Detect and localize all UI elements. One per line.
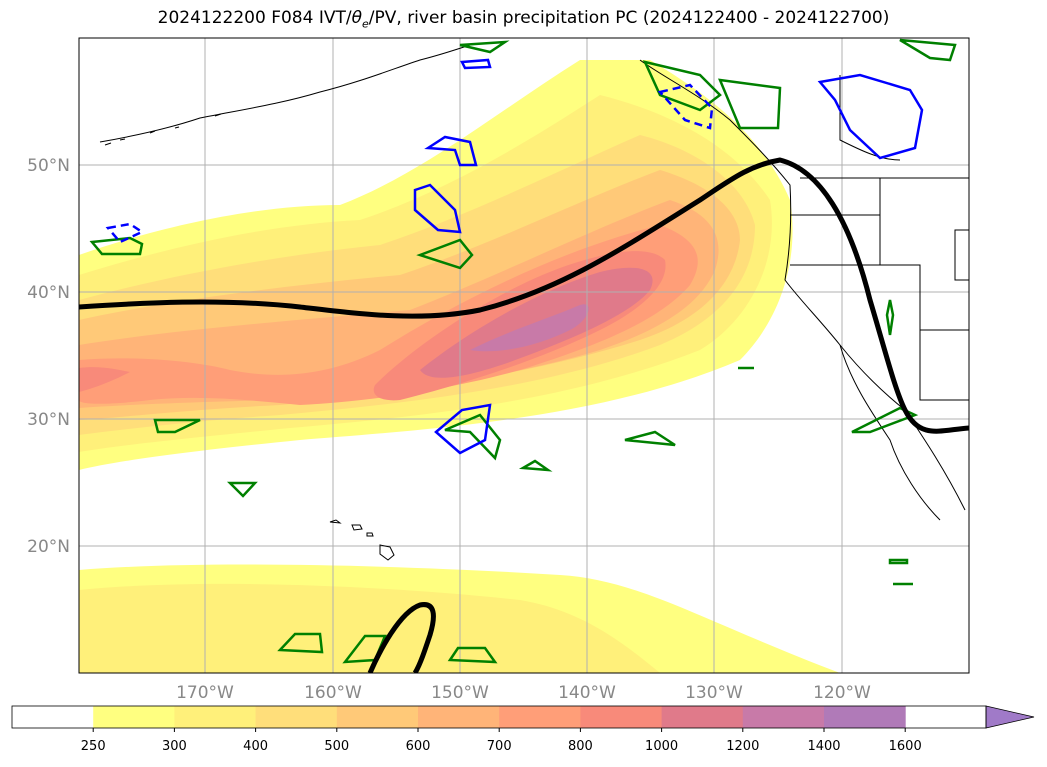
colorbar-tick-label: 500 <box>324 739 349 754</box>
lat-label-50n: 50°N <box>27 156 70 176</box>
colorbar-swatch <box>499 706 581 728</box>
pv-positive-contour <box>459 40 510 54</box>
theta-e-contour-main <box>79 157 969 434</box>
pv-positive-contour <box>153 418 201 434</box>
hawaii-islands <box>329 519 395 561</box>
theta-e-contour-south <box>367 602 436 673</box>
colorbar-swatches <box>12 706 906 728</box>
colorbar-tick-label: 1200 <box>726 739 759 754</box>
map-frame <box>78 37 970 674</box>
pv-positive-contour <box>444 413 502 461</box>
ivt-1200 <box>470 304 589 352</box>
pv-positive-contour <box>89 236 144 256</box>
colorbar-tick-labels: 250 300 400 500 600 700 800 1000 1200 1400 1600 <box>81 728 922 754</box>
pv-negative-contour <box>460 58 492 70</box>
theta-e-contours <box>79 157 969 673</box>
pv-negative-contour <box>105 222 145 244</box>
map-panel <box>79 38 969 673</box>
lon-label-160w: 160°W <box>304 683 362 703</box>
colorbar-swatch <box>580 706 663 728</box>
alaska-coast <box>99 44 471 143</box>
pv-positive-contour <box>416 238 474 270</box>
pv-negative-contour <box>817 73 924 160</box>
colorbar-tick-label: 250 <box>81 739 106 754</box>
aleutians <box>104 113 222 146</box>
lon-label-150w: 150°W <box>431 683 489 703</box>
pv-positive-contour <box>277 632 324 654</box>
colorbar-tick-label: 800 <box>568 739 593 754</box>
pv-negative-contour <box>657 83 714 130</box>
colorbar-swatch <box>824 706 906 728</box>
ivt-700 <box>79 225 698 405</box>
colorbar-swatch <box>661 706 744 728</box>
lat-label-20n: 20°N <box>27 537 70 557</box>
canada-interior <box>839 75 901 161</box>
pv-positive-contour <box>888 558 909 565</box>
colorbar-tick-label: 1400 <box>807 739 840 754</box>
colorbar-swatch <box>336 706 419 728</box>
colorbar-tick-label: 1600 <box>889 739 922 754</box>
chart-title: 2024122200 F084 IVT/θe/PV, river basin p… <box>157 8 890 31</box>
pv-negative-contour <box>434 403 492 455</box>
pv-positive-contour <box>447 646 498 664</box>
colorbar: 250 300 400 500 600 700 800 1000 1200 1400 1600 <box>11 705 1035 754</box>
pv-negative-contour <box>424 135 478 167</box>
colorbar-tick-label: 600 <box>406 739 431 754</box>
ivt-band-south-300 <box>79 583 660 673</box>
colorbar-tick-label: 300 <box>162 739 187 754</box>
pv-positive-contour <box>899 38 957 62</box>
colorbar-swatch <box>93 706 175 728</box>
lon-label-170w: 170°W <box>176 683 234 703</box>
colorbar-swatch <box>255 706 338 728</box>
graticule <box>79 38 969 673</box>
pv-positive-contour <box>885 299 895 336</box>
pv-positive-contour <box>342 634 387 664</box>
colorbar-tick-label: 1000 <box>645 739 678 754</box>
pv-positive-contour <box>518 459 553 472</box>
lon-label-140w: 140°W <box>558 683 616 703</box>
pv-contours <box>89 38 957 664</box>
colorbar-tick-label: 700 <box>487 739 512 754</box>
lon-label-120w: 120°W <box>813 683 871 703</box>
pv-negative-contour <box>413 183 462 234</box>
ivt-800 <box>79 251 666 401</box>
state-borders <box>790 178 969 401</box>
lat-label-40n: 40°N <box>27 283 70 303</box>
colorbar-swatch <box>742 706 825 728</box>
colorbar-swatch <box>418 706 500 728</box>
colorbar-extend-arrow <box>985 705 1035 729</box>
pv-positive-contour <box>718 78 782 130</box>
longitude-labels: 170°W 160°W 150°W 140°W 130°W 120°W <box>176 683 871 703</box>
latitude-labels: 50°N 40°N 30°N 20°N <box>27 156 70 557</box>
colorbar-swatch <box>12 706 94 728</box>
ivt-shading <box>79 60 840 673</box>
colorbar-swatch <box>174 706 257 728</box>
pv-positive-contour <box>624 430 676 447</box>
lon-label-130w: 130°W <box>685 683 743 703</box>
colorbar-tick-label: 400 <box>243 739 268 754</box>
pv-positive-contour <box>642 60 722 112</box>
pv-positive-contour <box>851 406 919 434</box>
lat-label-30n: 30°N <box>27 410 70 430</box>
mexico-coast <box>839 344 941 521</box>
pv-positive-contour <box>226 481 258 498</box>
